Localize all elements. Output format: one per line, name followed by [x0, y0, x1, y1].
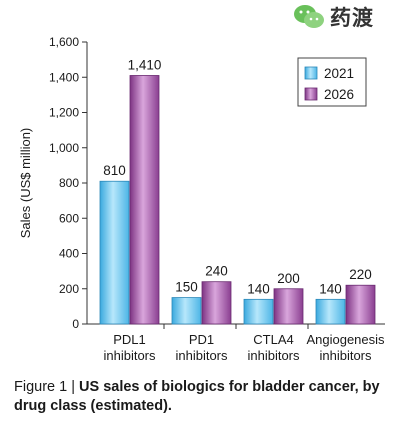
data-label-2026-3: 200 [277, 271, 300, 286]
y-tick-label: 200 [59, 282, 79, 296]
watermark-logo: 药渡 [292, 2, 374, 32]
y-tick-label: 1,400 [49, 70, 79, 84]
legend: 2021 2026 [297, 57, 367, 107]
bar-2026-3 [273, 288, 304, 325]
bar-2021-1 [99, 180, 130, 325]
data-label-2021-1: 810 [103, 163, 126, 178]
y-tick-label: 800 [59, 176, 79, 190]
x-tick-label: CTLA4 [253, 332, 293, 347]
y-tick-label: 0 [72, 317, 79, 331]
x-tick-label: Angiogenesis [306, 332, 385, 347]
y-tick-label: 1,600 [49, 35, 79, 49]
x-tick-label: inhibitors [103, 348, 156, 363]
data-label-2026-1: 1,410 [128, 57, 162, 72]
bar-2026-4 [345, 284, 376, 325]
bar-2026-1 [129, 75, 160, 325]
legend-label-2026: 2026 [324, 87, 354, 102]
bar-chart: 0 200 400 600 800 1,000 1,200 1,400 1,600 Sales (… [18, 35, 385, 363]
legend-swatch-2026 [304, 87, 318, 101]
axes: 0 200 400 600 800 1,000 1,200 1,400 1,600 Sales (… [18, 35, 385, 363]
y-tick-label: 1,000 [49, 141, 79, 155]
bar-2021-3 [243, 298, 274, 325]
data-label-2021-2: 150 [175, 280, 198, 295]
x-tick-label: inhibitors [247, 348, 300, 363]
y-tick-label: 400 [59, 247, 79, 261]
bar-2021-4 [315, 298, 346, 325]
data-label-2026-2: 240 [205, 264, 228, 279]
data-label-2021-3: 140 [247, 281, 270, 296]
y-axis-label: Sales (US$ million) [18, 128, 33, 239]
figure-caption: Figure 1 | US sales of biologics for bla… [14, 378, 394, 416]
legend-label-2021: 2021 [324, 66, 354, 81]
bar-2021-2 [171, 297, 202, 325]
wechat-icon [294, 5, 324, 28]
x-tick-label: PDL1 [113, 332, 146, 347]
watermark-text: 药渡 [330, 6, 374, 30]
legend-swatch-2021 [304, 66, 318, 80]
data-label-2026-4: 220 [349, 267, 372, 282]
bars: 810 1,410 150 240 140 200 140 220 [99, 57, 376, 325]
bar-2026-2 [201, 281, 232, 325]
y-tick-label: 600 [59, 211, 79, 225]
data-label-2021-4: 140 [319, 281, 342, 296]
x-tick-label: inhibitors [175, 348, 228, 363]
caption-text: US sales of biologics for bladder cancer… [14, 379, 380, 414]
x-tick-label: PD1 [189, 332, 214, 347]
x-tick-label: inhibitors [319, 348, 372, 363]
caption-prefix: Figure 1 | [14, 379, 80, 395]
y-tick-label: 1,200 [49, 106, 79, 120]
